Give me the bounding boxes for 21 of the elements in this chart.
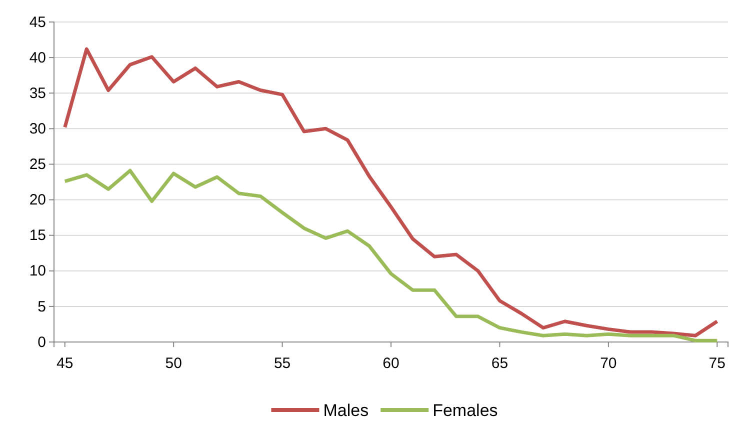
y-tick-label: 40 <box>29 49 46 66</box>
x-tick-label: 65 <box>491 355 508 372</box>
y-tick-label: 25 <box>29 156 46 174</box>
y-tick-label: 20 <box>29 192 46 209</box>
legend-label: Males <box>323 401 369 420</box>
x-tick-label: 55 <box>274 355 291 372</box>
y-tick-label: 30 <box>29 120 46 138</box>
x-tick-label: 75 <box>708 355 726 372</box>
legend-label: Females <box>432 401 498 420</box>
y-tick-label: 5 <box>38 298 46 316</box>
y-tick-label: 45 <box>29 14 46 31</box>
x-tick-label: 45 <box>56 355 74 372</box>
x-tick-label: 60 <box>382 355 400 372</box>
y-tick-label: 35 <box>29 84 46 102</box>
y-tick-label: 15 <box>29 227 46 244</box>
x-tick-label: 70 <box>600 355 617 372</box>
x-tick-label: 50 <box>165 355 182 372</box>
y-tick-label: 0 <box>38 334 46 351</box>
line-series <box>63 168 719 342</box>
line-series <box>63 47 719 338</box>
y-tick-label: 10 <box>29 262 46 280</box>
